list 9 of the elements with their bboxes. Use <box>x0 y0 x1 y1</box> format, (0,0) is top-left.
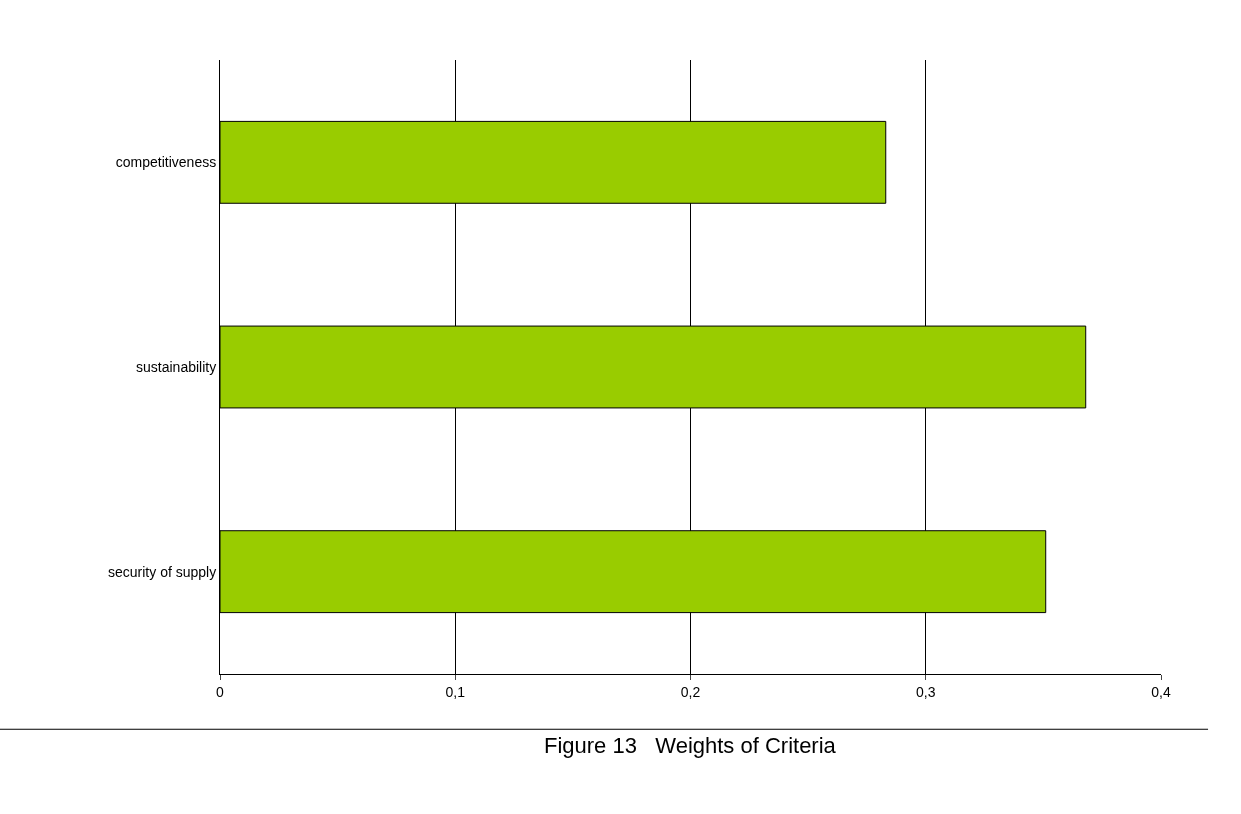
x-tick-label: 0,1 <box>445 683 466 700</box>
x-tick-label: 0,4 <box>1151 683 1171 700</box>
caption: Figure 13 Weights of Criteria <box>544 733 837 758</box>
y-tick-label: security of supply <box>108 563 217 580</box>
y-tick-label: sustainability <box>136 358 217 375</box>
x-tick-label: 0,3 <box>916 683 936 700</box>
x-tick-label: 0,2 <box>680 683 701 700</box>
y-tick-label: competitiveness <box>115 154 217 171</box>
x-tick-label: 0 <box>216 683 225 700</box>
